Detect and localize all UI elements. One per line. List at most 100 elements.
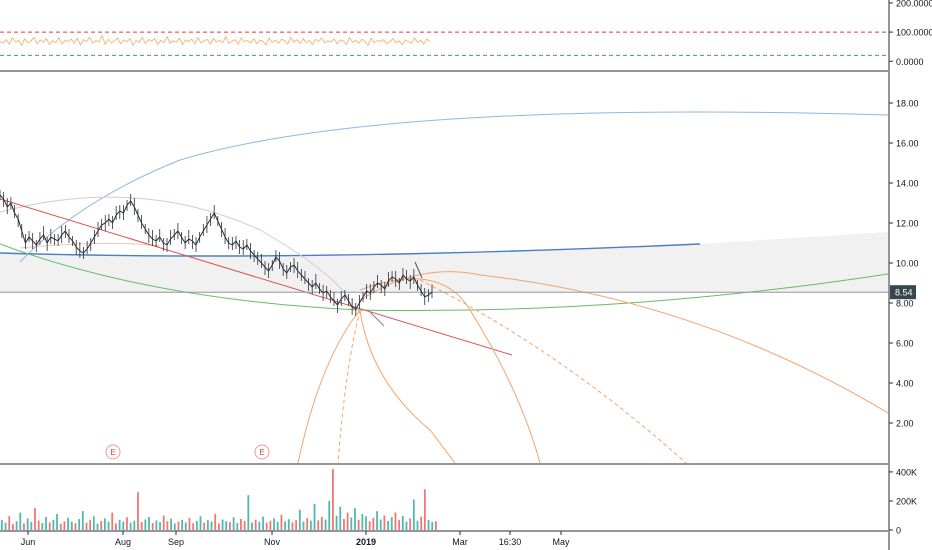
- volume-bar[interactable]: [170, 518, 172, 530]
- volume-bar[interactable]: [173, 523, 176, 530]
- volume-bar[interactable]: [206, 520, 209, 530]
- volume-bar[interactable]: [365, 516, 367, 530]
- volume-bar[interactable]: [401, 516, 404, 530]
- volume-bar[interactable]: [280, 514, 283, 530]
- volume-bar[interactable]: [368, 521, 371, 530]
- volume-bar[interactable]: [122, 521, 125, 530]
- volume-bar[interactable]: [37, 520, 40, 530]
- volume-bar[interactable]: [192, 523, 195, 530]
- volume-bar[interactable]: [162, 515, 165, 530]
- volume-bar[interactable]: [155, 520, 158, 530]
- trendline-red[interactable]: [0, 198, 513, 356]
- volume-bar[interactable]: [96, 523, 99, 530]
- volume-bar[interactable]: [412, 499, 415, 531]
- volume-bar[interactable]: [148, 516, 150, 530]
- volume-bar[interactable]: [298, 509, 301, 530]
- volume-bar[interactable]: [339, 506, 342, 530]
- volume-bar[interactable]: [306, 518, 309, 530]
- volume-pane[interactable]: [1, 469, 437, 530]
- volume-bar[interactable]: [276, 521, 279, 530]
- volume-bar[interactable]: [181, 519, 184, 530]
- volume-bar[interactable]: [100, 520, 103, 530]
- volume-bar[interactable]: [151, 523, 154, 530]
- arc-orange-left[interactable]: [297, 309, 361, 464]
- volume-bar[interactable]: [19, 512, 22, 530]
- volume-bar[interactable]: [78, 519, 81, 530]
- volume-bar[interactable]: [357, 519, 360, 530]
- volume-bar[interactable]: [240, 518, 242, 530]
- volume-bar[interactable]: [398, 520, 401, 530]
- volume-bar[interactable]: [23, 523, 25, 530]
- volume-bar[interactable]: [203, 522, 206, 530]
- volume-bar[interactable]: [188, 517, 191, 530]
- volume-bar[interactable]: [126, 517, 128, 530]
- volume-bar[interactable]: [15, 521, 18, 530]
- volume-bar[interactable]: [313, 503, 316, 530]
- earnings-marker[interactable]: [105, 444, 121, 460]
- volume-bar[interactable]: [265, 522, 268, 530]
- volume-bar[interactable]: [1, 519, 3, 530]
- arc-blue[interactable]: [0, 243, 701, 257]
- volume-bar[interactable]: [390, 517, 393, 530]
- volume-bar[interactable]: [177, 521, 180, 530]
- volume-bar[interactable]: [291, 522, 294, 530]
- volume-bar[interactable]: [41, 523, 44, 530]
- volume-bar[interactable]: [435, 521, 437, 530]
- volume-bar[interactable]: [431, 521, 434, 530]
- volume-bar[interactable]: [12, 524, 14, 530]
- volume-bar[interactable]: [92, 516, 95, 530]
- volume-bar[interactable]: [81, 511, 84, 530]
- volume-bar[interactable]: [67, 517, 70, 530]
- arc-orange-wide[interactable]: [359, 271, 889, 414]
- arc-orange-dashed-left[interactable]: [337, 309, 361, 464]
- volume-bar[interactable]: [137, 492, 139, 530]
- volume-bar[interactable]: [387, 520, 389, 530]
- volume-bar[interactable]: [258, 521, 261, 530]
- volume-bar[interactable]: [232, 517, 235, 530]
- volume-bar[interactable]: [236, 523, 239, 530]
- volume-bar[interactable]: [74, 523, 77, 530]
- volume-bar[interactable]: [111, 512, 114, 530]
- volume-bar[interactable]: [63, 521, 66, 530]
- volume-bar[interactable]: [350, 517, 353, 530]
- volume-bar[interactable]: [361, 514, 364, 530]
- volume-bar[interactable]: [302, 521, 305, 530]
- volume-bar[interactable]: [423, 489, 426, 530]
- volume-bar[interactable]: [273, 518, 275, 530]
- volume-bar[interactable]: [416, 520, 419, 530]
- volume-bar[interactable]: [144, 519, 147, 530]
- volume-bar[interactable]: [59, 523, 62, 530]
- arc-orange-mid[interactable]: [359, 278, 541, 464]
- arc-green[interactable]: [0, 243, 889, 312]
- volume-bar[interactable]: [221, 519, 224, 530]
- volume-bar[interactable]: [287, 519, 290, 530]
- volume-bar[interactable]: [210, 521, 213, 530]
- price-line[interactable]: [0, 194, 433, 310]
- volume-bar[interactable]: [324, 519, 327, 530]
- volume-bar[interactable]: [133, 520, 136, 530]
- volume-bar[interactable]: [394, 512, 397, 530]
- volume-bar[interactable]: [89, 520, 92, 530]
- price-scale[interactable]: 200.0000 100.0000 0.0000 18.00 16.00 14.00 12.…: [889, 0, 932, 536]
- volume-bar[interactable]: [218, 523, 220, 530]
- volume-bar[interactable]: [379, 519, 382, 530]
- volume-bar[interactable]: [214, 514, 217, 530]
- volume-bar[interactable]: [107, 521, 110, 530]
- drawing-tools-layer[interactable]: [0, 111, 889, 464]
- earnings-marker[interactable]: [254, 444, 270, 460]
- arc-orange-inner[interactable]: [359, 309, 456, 464]
- volume-bar[interactable]: [420, 516, 423, 530]
- volume-bar[interactable]: [56, 514, 58, 530]
- volume-bar[interactable]: [195, 520, 198, 530]
- volume-bar[interactable]: [45, 516, 47, 530]
- volume-bar[interactable]: [335, 515, 338, 530]
- volume-bar[interactable]: [372, 517, 375, 530]
- volume-bar[interactable]: [262, 516, 264, 530]
- volume-bar[interactable]: [8, 516, 11, 530]
- volume-bar[interactable]: [328, 500, 331, 530]
- volume-bar[interactable]: [159, 522, 161, 530]
- volume-bar[interactable]: [284, 521, 287, 530]
- volume-bar[interactable]: [243, 520, 246, 530]
